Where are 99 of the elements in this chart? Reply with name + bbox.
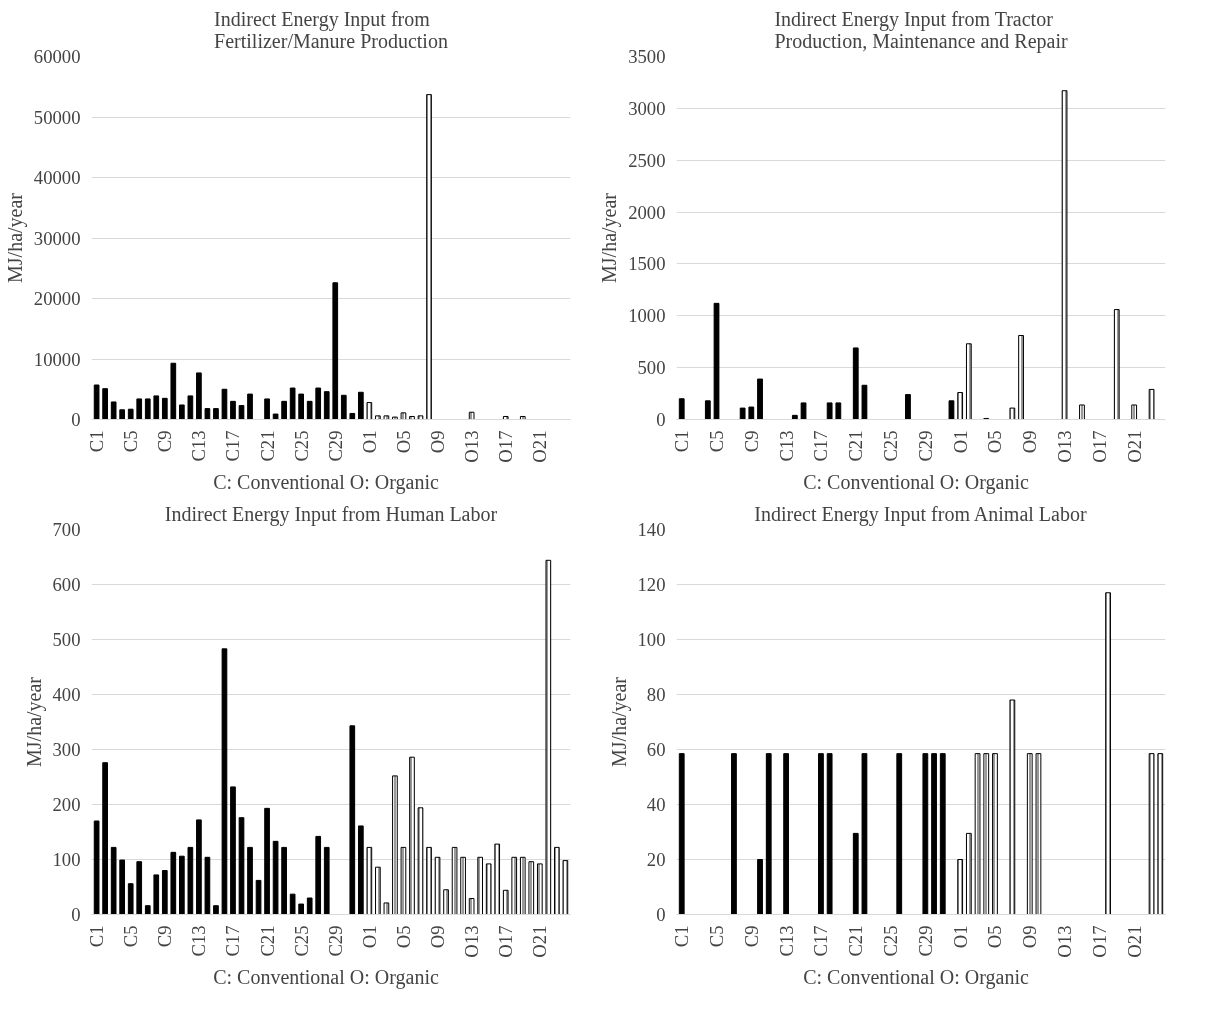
y-tick-label: 20000 [33, 288, 81, 309]
y-tick-label: 2000 [628, 201, 666, 223]
x-tick-label: O17 [1088, 430, 1110, 463]
y-tick-label: 1500 [628, 253, 666, 275]
y-tick-label: 0 [71, 904, 81, 925]
y-tick-label: 40000 [33, 167, 81, 188]
x-tick-label: O17 [1088, 925, 1110, 958]
y-axis-title: MJ/ha/year [607, 676, 631, 767]
x-tick-label: O13 [1054, 430, 1076, 463]
x-tick-label: O9 [427, 925, 449, 949]
y-tick-label: 600 [52, 574, 81, 595]
x-tick-label: C1 [86, 430, 108, 453]
x-tick-label: C13 [188, 925, 210, 957]
y-axis-title: MJ/ha/year [3, 192, 27, 283]
x-tick-label: C9 [154, 925, 176, 948]
y-tick-label: 500 [52, 629, 81, 650]
x-tick-label: O13 [461, 925, 483, 958]
y-tick-label: 200 [52, 794, 81, 815]
chart-title: Indirect Energy Input from Animal Labor [754, 502, 1087, 526]
x-tick-label: O1 [949, 430, 971, 454]
x-tick-label: C9 [740, 430, 762, 453]
y-tick-label: 60 [646, 739, 666, 760]
x-tick-label: O9 [1019, 430, 1041, 454]
x-tick-label: C17 [222, 925, 244, 957]
y-tick-label: 120 [637, 574, 666, 595]
x-tick-label: O13 [461, 430, 483, 463]
x-tick-label: O9 [1019, 925, 1041, 949]
x-tick-label: C29 [324, 430, 346, 462]
x-tick-label: O17 [495, 925, 517, 958]
x-tick-label: C5 [120, 925, 142, 948]
x-tick-label: O9 [427, 430, 449, 454]
x-tick-label: C25 [880, 430, 902, 462]
y-tick-label: 3500 [628, 46, 666, 67]
x-tick-label: C29 [324, 925, 346, 957]
y-tick-label: 400 [52, 684, 81, 705]
x-axis-title: C: Conventional O: Organic [803, 965, 1029, 989]
y-tick-label: 0 [656, 904, 666, 925]
y-axis-title: MJ/ha/year [598, 192, 622, 283]
x-tick-label: C29 [914, 430, 936, 462]
y-tick-label: 20 [646, 849, 666, 870]
x-tick-label: C1 [671, 430, 693, 453]
x-tick-label: C17 [810, 430, 832, 462]
x-axis-title: C: Conventional O: Organic [213, 965, 439, 989]
y-tick-label: 100 [637, 629, 666, 650]
x-tick-label: C9 [154, 430, 176, 453]
x-tick-label: O5 [392, 925, 414, 949]
y-axis-title: MJ/ha/year [22, 676, 46, 767]
x-tick-label: O17 [495, 430, 517, 463]
x-tick-label: O1 [358, 430, 380, 454]
x-tick-label: O21 [529, 925, 551, 958]
x-tick-label: C5 [120, 430, 142, 453]
y-tick-label: 10000 [33, 348, 81, 370]
x-tick-label: C21 [256, 430, 278, 462]
y-tick-label: 80 [646, 684, 666, 705]
y-tick-label: 0 [656, 409, 666, 430]
y-tick-label: 100 [52, 849, 81, 870]
y-tick-label: 60000 [33, 46, 81, 67]
y-tick-label: 300 [52, 739, 81, 760]
x-tick-label: C21 [845, 430, 867, 462]
x-tick-label: C25 [290, 925, 312, 957]
x-tick-label: O5 [392, 430, 414, 454]
x-tick-label: C1 [671, 925, 693, 948]
x-tick-label: O13 [1054, 925, 1076, 958]
x-tick-label: C5 [706, 430, 728, 453]
x-tick-label: C29 [914, 925, 936, 957]
chart-title: Indirect Energy Input from Human Labor [164, 502, 498, 526]
chart-title: Indirect Energy Input from Tractor Production, Maintenance and Repair [774, 7, 1068, 53]
x-tick-label: C21 [256, 925, 278, 957]
y-tick-label: 1000 [628, 305, 666, 327]
x-axis-title: C: Conventional O: Organic [213, 470, 439, 494]
y-tick-label: 700 [52, 519, 81, 540]
x-axis-title: C: Conventional O: Organic [803, 470, 1029, 494]
y-tick-label: 500 [637, 357, 666, 379]
x-tick-label: O5 [984, 925, 1006, 949]
x-tick-label: O5 [984, 430, 1006, 454]
x-tick-label: C17 [810, 925, 832, 957]
x-tick-label: C9 [740, 925, 762, 948]
x-tick-label: C5 [706, 925, 728, 948]
x-tick-label: C13 [188, 430, 210, 462]
y-tick-label: 140 [637, 519, 666, 540]
x-tick-label: O21 [1123, 430, 1145, 463]
x-tick-label: C25 [880, 925, 902, 957]
y-tick-label: 30000 [33, 227, 81, 249]
x-tick-label: C13 [775, 925, 797, 957]
x-tick-label: C17 [222, 430, 244, 462]
y-tick-label: 40 [646, 794, 666, 815]
y-tick-label: 0 [71, 409, 81, 430]
x-tick-label: C25 [290, 430, 312, 462]
x-tick-label: O1 [358, 925, 380, 949]
x-tick-label: O1 [949, 925, 971, 949]
x-tick-label: C21 [845, 925, 867, 957]
x-tick-label: C1 [86, 925, 108, 948]
y-tick-label: 50000 [33, 106, 81, 128]
y-tick-label: 2500 [628, 149, 666, 171]
y-tick-label: 3000 [628, 97, 666, 119]
x-tick-label: O21 [529, 430, 551, 463]
chart-title: Indirect Energy Input from Fertilizer/Manure Production [214, 7, 448, 52]
x-tick-label: C13 [775, 430, 797, 462]
x-tick-label: O21 [1123, 925, 1145, 958]
